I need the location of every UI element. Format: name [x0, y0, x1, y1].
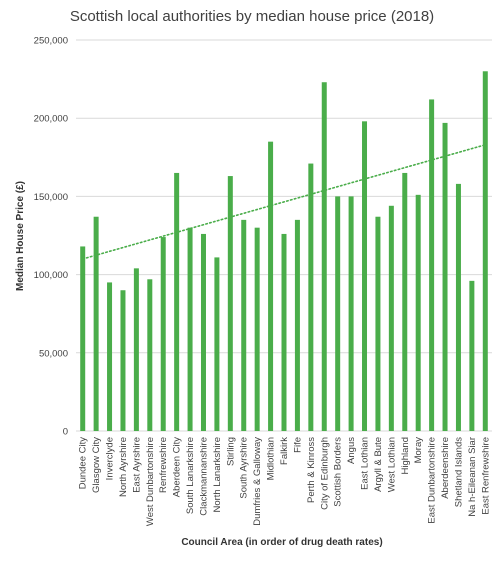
bar	[308, 163, 314, 431]
x-axis-ticks: Dundee City Glasgow City Inverclyde North A…	[78, 437, 492, 526]
bar	[227, 176, 233, 431]
bar	[469, 280, 475, 431]
bar	[375, 216, 381, 431]
bar	[93, 216, 99, 431]
bar	[442, 122, 448, 431]
trendline-path	[81, 143, 487, 260]
bar	[241, 219, 247, 431]
bar	[348, 196, 354, 431]
x-tick-label: Moray	[413, 437, 424, 464]
bar	[133, 268, 139, 431]
x-tick-label: Argyll & Bute	[373, 437, 384, 492]
x-tick-label: Inverclyde	[105, 437, 116, 480]
x-tick-label: West Dunbartonshire	[145, 437, 156, 526]
x-tick-label: East Lothian	[360, 437, 371, 490]
x-tick-label: Highland	[400, 437, 411, 475]
bar	[321, 82, 327, 431]
x-tick-label: Aberdeenshire	[440, 437, 451, 499]
x-tick-label: Clackmannanshire	[198, 437, 209, 516]
bar	[214, 257, 220, 431]
bars	[80, 71, 488, 431]
bar	[455, 183, 461, 431]
bar	[294, 219, 300, 431]
bar	[187, 227, 193, 431]
x-tick-label: Perth & Kinross	[306, 437, 317, 503]
y-axis-label: Median House Price (£)	[15, 181, 26, 291]
bar	[362, 121, 368, 431]
x-tick-label: South Ayrshire	[239, 437, 250, 499]
x-tick-label: Midlothian	[266, 437, 277, 480]
chart-title: Scottish local authorities by median hou…	[70, 8, 434, 25]
bar	[120, 290, 126, 431]
x-tick-label: Stirling	[225, 437, 236, 466]
y-axis-ticks: 0 50,000 100,000 150,000 200,000 250,000	[34, 36, 68, 438]
x-tick-label: East Renfrewshire	[480, 437, 491, 515]
bar	[415, 194, 421, 431]
x-tick-label: West Lothian	[386, 437, 397, 492]
x-tick-label: Angus	[346, 437, 357, 464]
x-tick-label: East Dunbartonshire	[427, 437, 438, 524]
bar	[482, 71, 488, 431]
bar	[335, 196, 341, 431]
bar	[174, 172, 180, 431]
y-tick-label: 200,000	[34, 114, 68, 125]
x-tick-label: Renfrewshire	[158, 437, 169, 493]
y-tick-label: 150,000	[34, 192, 68, 203]
x-tick-label: Fife	[292, 437, 303, 453]
x-tick-label: Dumfries & Galloway	[252, 437, 263, 526]
x-tick-label: Dundee City	[78, 437, 89, 490]
x-tick-label: Scottish Borders	[333, 437, 344, 507]
x-tick-label: North Ayrshire	[118, 437, 129, 497]
bar	[200, 233, 206, 431]
y-tick-label: 100,000	[34, 270, 68, 281]
x-tick-label: South Lanarkshire	[185, 437, 196, 514]
bar	[402, 172, 408, 431]
bar	[147, 279, 153, 431]
x-tick-label: East Ayrshire	[131, 437, 142, 493]
bar	[281, 233, 287, 431]
bar	[429, 99, 435, 431]
y-tick-label: 250,000	[34, 36, 68, 47]
x-tick-label: Na h-Eileanan Siar	[467, 437, 478, 517]
x-axis-label: Council Area (in order of drug death rat…	[181, 537, 382, 548]
bar	[268, 141, 274, 431]
x-tick-label: Aberdeen City	[172, 437, 183, 497]
x-tick-label: Falkirk	[279, 437, 290, 465]
y-tick-label: 0	[63, 427, 68, 438]
y-tick-label: 50,000	[39, 348, 68, 359]
x-tick-label: Shetland Islands	[453, 437, 464, 507]
bar	[388, 205, 394, 431]
bar	[254, 227, 260, 431]
bar	[107, 282, 113, 431]
x-tick-label: North Lanarkshire	[212, 437, 223, 513]
bar	[160, 237, 166, 431]
trendline	[81, 143, 487, 260]
x-tick-label: Glasgow City	[91, 437, 102, 493]
bar	[80, 246, 86, 431]
x-tick-label: City of Edinburgh	[319, 437, 330, 510]
